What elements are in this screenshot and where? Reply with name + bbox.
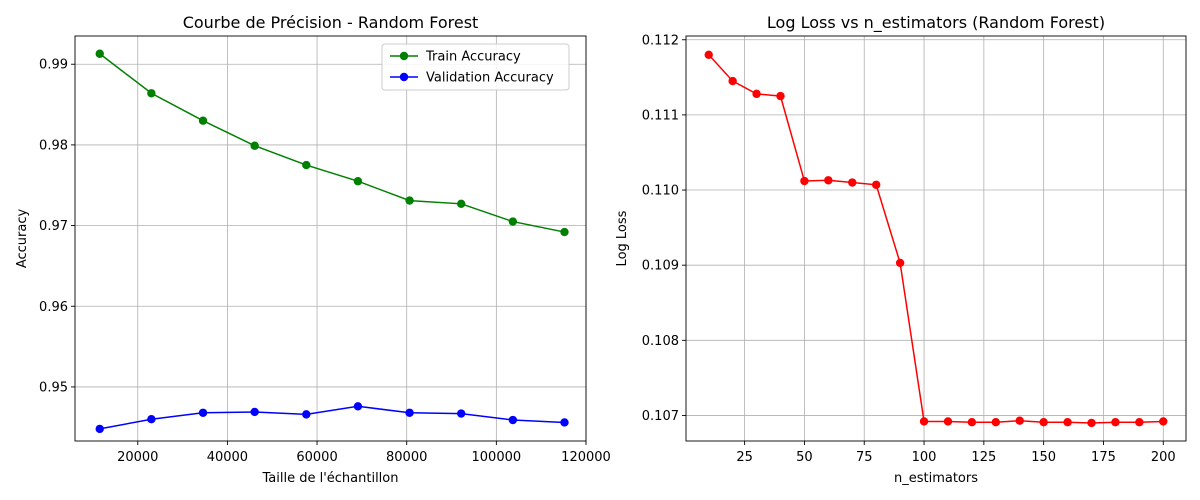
x-tick-label: 125 bbox=[971, 450, 996, 465]
data-point bbox=[405, 408, 414, 417]
y-tick-label: 0.112 bbox=[642, 33, 679, 48]
data-point bbox=[895, 258, 905, 268]
data-point bbox=[95, 49, 104, 58]
data-point bbox=[302, 160, 311, 170]
data-point bbox=[1111, 418, 1120, 427]
data-point bbox=[919, 417, 929, 426]
data-point bbox=[250, 407, 259, 417]
x-tick-label: 50 bbox=[796, 450, 813, 465]
x-tick-label: 80000 bbox=[386, 450, 427, 465]
x-tick-label: 25 bbox=[736, 450, 753, 465]
y-axis-label: Accuracy bbox=[15, 209, 30, 269]
x-tick-label: 60000 bbox=[296, 450, 337, 465]
data-point bbox=[1063, 418, 1072, 427]
x-axis-label: Taille de l'échantillon bbox=[261, 471, 398, 486]
y-tick-label: 0.99 bbox=[39, 58, 68, 73]
x-tick-label: 120000 bbox=[561, 450, 611, 465]
data-point bbox=[250, 141, 259, 150]
x-tick-label: 100000 bbox=[472, 450, 522, 465]
data-point bbox=[302, 410, 311, 419]
data-point bbox=[95, 424, 104, 434]
data-point bbox=[991, 418, 1001, 427]
legend-swatch-marker bbox=[399, 72, 409, 82]
x-tick-label: 100 bbox=[912, 450, 937, 465]
x-tick-label: 75 bbox=[856, 450, 873, 465]
x-tick-label: 200 bbox=[1151, 450, 1176, 465]
data-point bbox=[848, 178, 857, 187]
data-point bbox=[560, 227, 569, 237]
accuracy-chart: 20000 40000 60000 80000 100000 120000 0.95 0.96… bbox=[15, 13, 611, 486]
chart-title: Courbe de Précision - Random Forest bbox=[183, 13, 479, 32]
x-tick-label: 175 bbox=[1091, 450, 1116, 465]
y-tick-label: 0.107 bbox=[642, 409, 679, 424]
data-point bbox=[824, 176, 833, 185]
data-point bbox=[728, 76, 737, 86]
y-tick-label: 0.98 bbox=[39, 138, 68, 153]
data-point bbox=[1015, 416, 1024, 425]
chart-title: Log Loss vs n_estimators (Random Forest) bbox=[767, 13, 1105, 33]
data-point bbox=[704, 50, 713, 59]
legend-label: Train Accuracy bbox=[425, 50, 521, 65]
y-tick-label: 0.95 bbox=[39, 380, 68, 395]
data-point bbox=[776, 91, 785, 101]
y-tick-label: 0.108 bbox=[642, 334, 679, 349]
y-tick-label: 0.111 bbox=[642, 108, 679, 123]
data-point bbox=[1135, 418, 1144, 427]
x-tick-label: 20000 bbox=[117, 450, 158, 465]
data-point bbox=[752, 89, 761, 99]
data-point bbox=[147, 415, 156, 424]
data-point bbox=[457, 409, 466, 418]
data-point bbox=[198, 116, 208, 125]
data-point bbox=[198, 408, 208, 417]
data-point bbox=[800, 176, 809, 186]
data-point bbox=[560, 418, 569, 427]
plot-frame bbox=[74, 35, 587, 442]
series-line bbox=[99, 405, 565, 430]
legend-label: Validation Accuracy bbox=[426, 71, 554, 86]
series-line bbox=[99, 53, 565, 233]
data-point bbox=[508, 217, 518, 226]
x-tick-label: 40000 bbox=[207, 450, 248, 465]
legend-swatch-marker bbox=[399, 51, 409, 61]
data-point bbox=[871, 180, 881, 189]
x-tick-label: 150 bbox=[1031, 450, 1056, 465]
logloss-chart: 25 50 75 100 125 150 175 200 0.107 0.108 0.109 0.11… bbox=[615, 13, 1187, 486]
data-point bbox=[1087, 418, 1096, 428]
x-axis-label: n_estimators bbox=[894, 471, 978, 486]
y-axis-label: Log Loss bbox=[615, 210, 630, 266]
y-tick-label: 0.110 bbox=[642, 184, 679, 199]
data-point bbox=[457, 199, 466, 209]
data-point bbox=[1159, 417, 1168, 426]
data-point bbox=[508, 415, 518, 425]
y-tick-label: 0.109 bbox=[642, 259, 679, 274]
y-tick-label: 0.96 bbox=[39, 300, 68, 315]
data-point bbox=[943, 417, 953, 426]
plot-frame bbox=[685, 35, 1187, 442]
data-point bbox=[405, 196, 414, 205]
data-point bbox=[967, 418, 977, 427]
legend-box bbox=[381, 43, 570, 91]
data-point bbox=[353, 177, 363, 186]
data-point bbox=[1039, 418, 1048, 427]
y-tick-label: 0.97 bbox=[39, 219, 68, 234]
data-point bbox=[147, 89, 156, 98]
data-point bbox=[353, 402, 363, 411]
